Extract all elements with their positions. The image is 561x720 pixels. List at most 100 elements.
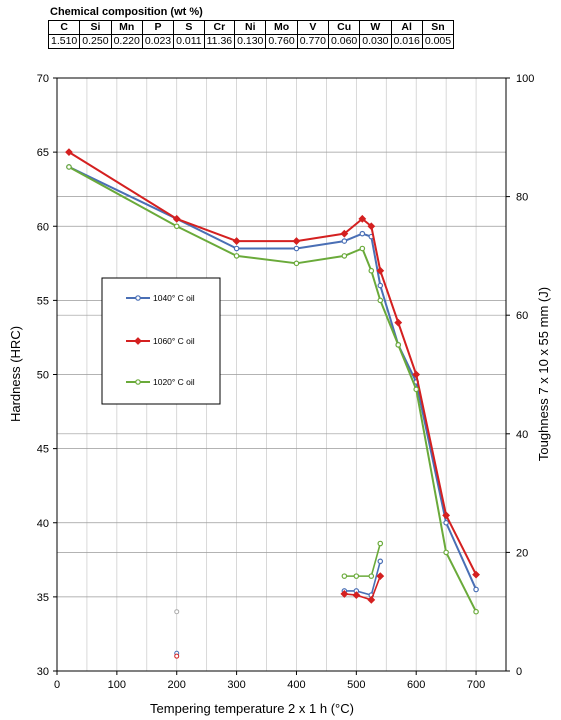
hardness-point (173, 223, 180, 230)
x-tick-label: 700 (467, 679, 485, 691)
y-tick-label: 45 (37, 444, 49, 456)
y2-tick-label: 20 (516, 547, 528, 559)
hardness-line (68, 151, 477, 576)
toughness-line (344, 575, 382, 601)
hardness-point (394, 318, 403, 327)
hardness-point (359, 245, 366, 252)
hardness-point (341, 253, 348, 259)
axes: 0 100 200 300 400 500 600 700303540455055606570… (37, 73, 535, 691)
hardness-point (358, 214, 367, 223)
toughness-point (340, 590, 349, 598)
hardness-point (66, 164, 72, 170)
hardness-point (233, 245, 240, 252)
y-axis-label: Hardness (HRC) (8, 326, 23, 422)
hardness-point (472, 570, 480, 579)
hardness-line (68, 166, 477, 590)
hardness-point (473, 586, 479, 593)
composition-header-mn: Mn (110, 20, 143, 35)
composition-value-cu: 0.060 (327, 34, 361, 49)
hardness-point (293, 260, 300, 267)
hardness-point (376, 266, 385, 275)
y-tick-label: 40 (37, 518, 49, 530)
hardness-point (377, 297, 384, 304)
hardness-point (233, 253, 240, 259)
composition-value-row: 1.510 0.250 0.220 0.023 0.011 11.36 0.130 0.760… (47, 34, 455, 49)
legend: 1040° C oil 1060° C oil 1020° C oil (101, 277, 221, 405)
hardness-point (442, 511, 451, 520)
composition-value-v: 0.770 (296, 34, 329, 49)
toughness-point (341, 573, 348, 579)
x-tick-label: 0 (54, 679, 60, 691)
y-tick-label: 50 (37, 370, 49, 382)
legend-marker (134, 337, 142, 345)
composition-value-si: 0.250 (79, 34, 112, 49)
hardness-point (172, 214, 181, 223)
hardness-point (340, 229, 349, 238)
extra-point (174, 609, 180, 615)
y-tick-label: 70 (37, 73, 49, 85)
composition-value-c: 1.510 (47, 34, 81, 49)
legend-marker (135, 379, 141, 385)
legend-marker (135, 295, 141, 301)
y-tick-label: 30 (37, 666, 49, 678)
composition-title: Chemical composition (wt %) (50, 6, 203, 18)
series-layer (65, 148, 480, 659)
extra-point (174, 653, 180, 659)
toughness-point (376, 572, 385, 581)
toughness-point (352, 591, 361, 600)
hardness-point (367, 222, 376, 231)
hardness-point (443, 549, 449, 556)
y2-tick-label: 100 (516, 73, 534, 85)
composition-header-si: Si (79, 20, 112, 35)
hardness-point (65, 148, 73, 157)
legend-label: 1020° C oil (153, 377, 195, 387)
hardness-point (293, 245, 300, 252)
toughness-line (344, 543, 382, 577)
y2-tick-label: 0 (516, 666, 522, 678)
x-tick-label: 100 (108, 679, 126, 691)
legend-label: 1060° C oil (153, 336, 195, 346)
composition-value-s: 0.011 (173, 34, 205, 49)
x-tick-label: 600 (407, 679, 425, 691)
y2-tick-label: 60 (516, 310, 528, 322)
x-tick-label: 500 (347, 679, 365, 691)
composition-value-al: 0.016 (390, 34, 423, 49)
y2-axis-label: Toughness 7 x 10 x 55 mm (J) (536, 287, 551, 461)
composition-value-p: 0.023 (141, 34, 175, 49)
series-2 (66, 164, 479, 615)
composition-value-cr: 11.36 (203, 34, 236, 49)
toughness-point (377, 540, 384, 547)
composition-table: C Si Mn P S Cr Ni Mo V Cu W Al Sn 1.510 0.250 0.220 0.0… (47, 20, 455, 49)
composition-value-sn: 0.005 (421, 34, 455, 49)
hardness-point (359, 230, 366, 237)
hardness-point (292, 237, 301, 245)
toughness-point (368, 573, 375, 579)
legend-box (101, 277, 221, 405)
composition-value-ni: 0.130 (234, 34, 267, 49)
hardness-point (232, 237, 241, 245)
composition-value-w: 0.030 (359, 34, 392, 49)
hardness-point (473, 608, 479, 615)
y-tick-label: 65 (37, 147, 49, 159)
x-tick-label: 400 (287, 679, 305, 691)
toughness-point (353, 573, 360, 579)
y-tick-label: 60 (37, 221, 49, 233)
hardness-point (412, 370, 421, 379)
hardness-point (368, 267, 375, 274)
x-axis-label: Tempering temperature 2 x 1 h (°C) (150, 701, 354, 716)
x-tick-label: 300 (227, 679, 245, 691)
y-tick-label: 55 (37, 295, 49, 307)
hardness-point (341, 238, 348, 244)
toughness-point (377, 558, 384, 565)
y2-tick-label: 40 (516, 429, 528, 441)
hardness-point (413, 386, 420, 393)
y2-tick-label: 80 (516, 192, 528, 204)
hardness-line (68, 166, 477, 613)
hardness-point (395, 342, 402, 348)
toughness-point (367, 595, 376, 604)
legend-label: 1040° C oil (153, 293, 195, 303)
hardness-point (443, 519, 449, 526)
composition-header-row: C Si Mn P S Cr Ni Mo V Cu W Al Sn (47, 20, 455, 35)
x-tick-label: 200 (168, 679, 186, 691)
